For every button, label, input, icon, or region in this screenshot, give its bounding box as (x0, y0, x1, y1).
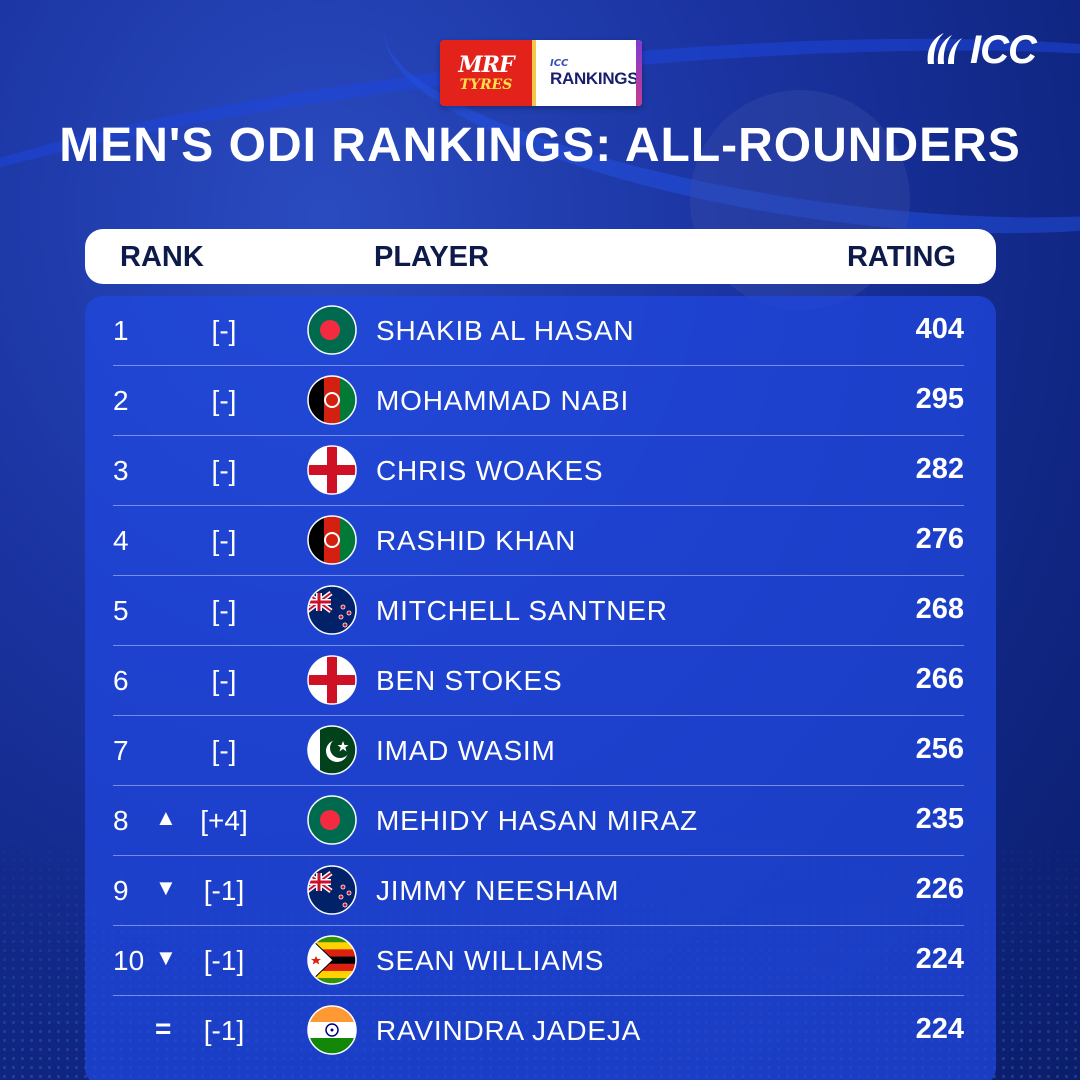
table-row: 1 [-] SHAKIB AL HASAN 404 (85, 296, 996, 366)
player-rating: 268 (915, 593, 964, 625)
icc-logo: ICC (924, 27, 1037, 72)
tyres-logo-text: TYRES (459, 77, 513, 93)
table-row: = [-1] RAVINDRA JADEJA 224 (85, 996, 996, 1066)
rank-movement: [+4] (200, 805, 248, 836)
player-rating: 295 (915, 383, 964, 415)
rank-movement: [-1] (203, 875, 245, 906)
row-divider (113, 715, 964, 716)
rank-number: 9 (113, 875, 129, 906)
rank-movement: [-1] (203, 1015, 245, 1046)
page-title: MEN'S ODI RANKINGS: ALL-ROUNDERS (59, 119, 1021, 172)
rank-number: 5 (113, 595, 129, 626)
icc-rankings-logo: ICC RANKINGS (532, 40, 642, 106)
table-row: 3 [-] CHRIS WOAKES 282 (85, 436, 996, 506)
player-name: RASHID KHAN (376, 525, 577, 556)
up-arrow-icon: ▲ (155, 805, 177, 830)
rank-number: 7 (113, 735, 129, 766)
equal-icon: = (155, 1013, 172, 1044)
player-rating: 282 (915, 453, 964, 485)
rank-number: 6 (113, 665, 129, 696)
row-divider (113, 435, 964, 436)
icc-logo-text: ICC (970, 27, 1037, 72)
rank-number: 4 (113, 525, 129, 556)
rank-movement: [-] (211, 315, 237, 346)
row-divider (113, 925, 964, 926)
table-row: 6 [-] BEN STOKES 266 (85, 646, 996, 716)
rank-movement: [-] (211, 595, 237, 626)
table-row: 10 ▼ [-1] SEAN WILLIAMS 224 (85, 926, 996, 996)
row-divider (113, 645, 964, 646)
mrf-logo-text: MRF (458, 52, 514, 78)
rank-number: 10 (113, 945, 145, 976)
rank-movement: [-] (211, 455, 237, 486)
new-zealand-flag-icon (307, 865, 357, 915)
player-rating: 235 (915, 803, 964, 835)
row-divider (113, 575, 964, 576)
rank-movement: [-] (211, 385, 237, 416)
player-rating: 226 (915, 873, 964, 905)
player-name: CHRIS WOAKES (376, 455, 604, 486)
player-name: JIMMY NEESHAM (376, 875, 620, 906)
player-name: SEAN WILLIAMS (376, 945, 605, 976)
down-arrow-icon: ▼ (155, 945, 177, 970)
rank-movement: [-] (211, 735, 237, 766)
afghanistan-flag-icon (307, 375, 357, 425)
player-name: RAVINDRA JADEJA (376, 1015, 642, 1046)
bangladesh-flag-icon (307, 305, 357, 355)
mrf-tyres-logo: MRF TYRES (440, 40, 532, 106)
afghanistan-flag-icon (307, 515, 357, 565)
player-rating: 404 (915, 313, 964, 345)
table-header: RANK PLAYER RATING (85, 229, 996, 284)
table-row: 7 [-] IMAD WASIM 256 (85, 716, 996, 786)
player-name: IMAD WASIM (376, 735, 556, 766)
header-player: PLAYER (374, 241, 489, 273)
rank-number: 1 (113, 315, 129, 346)
decorative-stripe (636, 40, 642, 106)
row-divider (113, 365, 964, 366)
row-divider (113, 855, 964, 856)
down-arrow-icon: ▼ (155, 875, 177, 900)
zimbabwe-flag-icon (307, 935, 357, 985)
rankings-label: RANKINGS (550, 68, 639, 88)
rank-number: 8 (113, 805, 129, 836)
rank-movement: [-] (211, 665, 237, 696)
player-name: MEHIDY HASAN MIRAZ (376, 805, 698, 836)
table-row: 9 ▼ [-1] JIMMY NEESHAM 226 (85, 856, 996, 926)
bangladesh-flag-icon (307, 795, 357, 845)
row-divider (113, 995, 964, 996)
header-rank: RANK (120, 241, 204, 273)
table-row: 8 ▲ [+4] MEHIDY HASAN MIRAZ 235 (85, 786, 996, 856)
row-divider (113, 505, 964, 506)
rankings-table: 1 [-] SHAKIB AL HASAN 404 2 [-] MOHAMMAD NABI 2… (85, 296, 996, 1080)
table-row: 4 [-] RASHID KHAN 276 (85, 506, 996, 576)
sponsor-logo: MRF TYRES ICC RANKINGS (440, 40, 642, 106)
rank-number: 3 (113, 455, 129, 486)
england-flag-icon (307, 445, 357, 495)
rank-movement: [-] (211, 525, 237, 556)
icc-small-label: ICC (550, 57, 569, 69)
player-name: MOHAMMAD NABI (376, 385, 630, 416)
player-rating: 276 (915, 523, 964, 555)
table-row: 2 [-] MOHAMMAD NABI 295 (85, 366, 996, 436)
player-rating: 224 (915, 1013, 964, 1045)
england-flag-icon (307, 655, 357, 705)
row-divider (113, 785, 964, 786)
player-name: BEN STOKES (376, 665, 563, 696)
player-name: MITCHELL SANTNER (376, 595, 668, 626)
new-zealand-flag-icon (307, 585, 357, 635)
header-rating: RATING (846, 241, 956, 273)
player-rating: 224 (915, 943, 964, 975)
player-rating: 266 (915, 663, 964, 695)
player-name: SHAKIB AL HASAN (376, 315, 635, 346)
india-flag-icon (307, 1005, 357, 1055)
rank-number: 2 (113, 385, 129, 416)
table-row: 5 [-] MITCHELL SANTNER 268 (85, 576, 996, 646)
icc-swoosh-icon (927, 33, 962, 64)
rank-movement: [-1] (203, 945, 245, 976)
player-rating: 256 (915, 733, 964, 765)
pakistan-flag-icon (307, 725, 357, 775)
